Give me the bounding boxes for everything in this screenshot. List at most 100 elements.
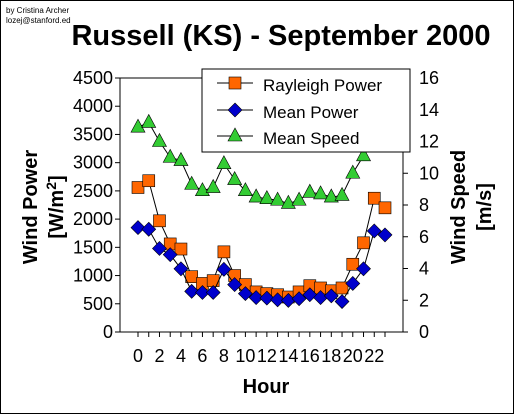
point-mean-speed: [184, 175, 200, 190]
y-left-tick-label: 0: [103, 322, 113, 342]
y-right-tick-label: 2: [419, 290, 429, 310]
point-mean-speed: [216, 155, 232, 170]
x-tick-label: 20: [343, 346, 363, 366]
y-right-tick-label: 6: [419, 227, 429, 247]
point-mean-speed: [345, 164, 361, 179]
x-tick-label: 12: [257, 346, 277, 366]
point-mean-speed: [162, 148, 178, 163]
point-rayleigh-power: [378, 201, 392, 215]
point-mean-power: [216, 261, 232, 277]
y-left-label-suffix: ]: [46, 175, 68, 182]
point-mean-speed: [313, 185, 329, 200]
y-left-label-line2: [W/m2]: [43, 175, 68, 238]
point-rayleigh-power: [174, 242, 188, 256]
point-rayleigh-power: [217, 245, 231, 259]
legend-marker-mean-power: [227, 102, 243, 118]
x-tick-label: 6: [197, 346, 207, 366]
point-mean-speed: [151, 132, 167, 147]
point-mean-power: [141, 221, 157, 237]
point-mean-speed: [356, 147, 372, 162]
point-mean-speed: [173, 151, 189, 166]
point-mean-power: [270, 292, 286, 308]
series-mean-power: [130, 220, 393, 309]
point-mean-speed: [141, 113, 157, 128]
point-mean-power: [130, 220, 146, 236]
point-rayleigh-power: [185, 270, 198, 283]
y-left-tick-label: 3000: [73, 153, 113, 173]
point-mean-speed: [227, 170, 243, 185]
x-tick-label: 18: [321, 346, 341, 366]
credit-line-1: by Cristina Archer: [6, 6, 69, 15]
x-tick-label: 2: [154, 346, 164, 366]
y-left-tick-label: 4000: [73, 96, 113, 116]
point-mean-power: [173, 261, 189, 277]
y-right-tick-label: 10: [419, 163, 439, 183]
legend-marker-mean-speed: [227, 127, 243, 142]
legend-items: [217, 76, 253, 142]
axes: 0500100015002000250030003500400045000246…: [73, 68, 439, 366]
y-right-tick-label: 0: [419, 322, 429, 342]
point-mean-power: [259, 290, 275, 306]
legend-label-mean-speed: Mean Speed: [263, 129, 359, 148]
credit-line-2: lozej@stanford.ed: [6, 16, 71, 25]
y-left-label-prefix: [W/m: [46, 190, 68, 239]
point-mean-speed: [130, 118, 146, 133]
point-rayleigh-power: [142, 174, 156, 188]
point-mean-power: [291, 291, 307, 307]
point-mean-power: [323, 288, 339, 304]
legend: Rayleigh Power Mean Power Mean Speed: [201, 68, 411, 153]
point-mean-speed: [291, 191, 307, 206]
point-mean-power: [237, 286, 253, 302]
legend-label-rayleigh-power: Rayleigh Power: [263, 76, 382, 95]
point-mean-speed: [205, 178, 221, 193]
point-mean-power: [227, 277, 243, 293]
point-mean-speed: [323, 188, 339, 203]
y-left-tick-label: 4500: [73, 68, 113, 88]
y-left-tick-label: 2500: [73, 181, 113, 201]
point-mean-speed: [248, 188, 264, 203]
legend-marker-rayleigh-power: [228, 76, 242, 90]
point-mean-speed: [259, 190, 275, 204]
point-mean-power: [366, 223, 382, 239]
y-left-tick-label: 1000: [73, 266, 113, 286]
point-mean-power: [356, 261, 371, 277]
y-left-tick-label: 500: [83, 294, 113, 314]
x-tick-label: 14: [278, 346, 298, 366]
y-right-tick-label: 16: [419, 68, 439, 88]
y-right-label-line2: [m/s]: [474, 183, 496, 231]
y-left-tick-label: 3500: [73, 124, 113, 144]
x-tick-label: 4: [176, 346, 186, 366]
point-mean-speed: [302, 183, 318, 198]
point-mean-power: [334, 294, 350, 309]
y-left-tick-label: 1500: [73, 237, 113, 257]
point-mean-power: [377, 227, 393, 243]
x-tick-label: 22: [364, 346, 384, 366]
y-right-tick-label: 14: [419, 100, 439, 120]
point-mean-power: [205, 285, 221, 300]
point-mean-power: [195, 285, 210, 300]
y-left-label-line1: Wind Power: [20, 150, 42, 264]
legend-label-mean-power: Mean Power: [263, 103, 359, 122]
point-mean-speed: [270, 191, 286, 206]
point-rayleigh-power: [346, 257, 360, 271]
y-right-tick-label: 8: [419, 195, 429, 215]
point-rayleigh-power: [357, 236, 370, 250]
series-mean-speed: [130, 104, 393, 209]
y-right-label-line1: Wind Speed: [448, 150, 470, 264]
x-axis-label: Hour: [243, 376, 290, 398]
x-tick-label: 10: [235, 346, 255, 366]
y-left-axis-label: Wind Power [W/m2]: [20, 150, 68, 264]
y-left-tick-label: 2000: [73, 209, 113, 229]
point-rayleigh-power: [153, 214, 166, 228]
x-tick-label: 0: [133, 346, 143, 366]
point-mean-power: [302, 287, 318, 303]
y-right-tick-label: 4: [419, 259, 429, 279]
point-mean-speed: [334, 186, 350, 201]
point-rayleigh-power: [335, 281, 349, 295]
point-rayleigh-power: [131, 181, 145, 194]
y-left-label-sup: 2: [43, 182, 59, 190]
y-right-tick-label: 12: [419, 132, 439, 152]
x-tick-label: 8: [219, 346, 229, 366]
